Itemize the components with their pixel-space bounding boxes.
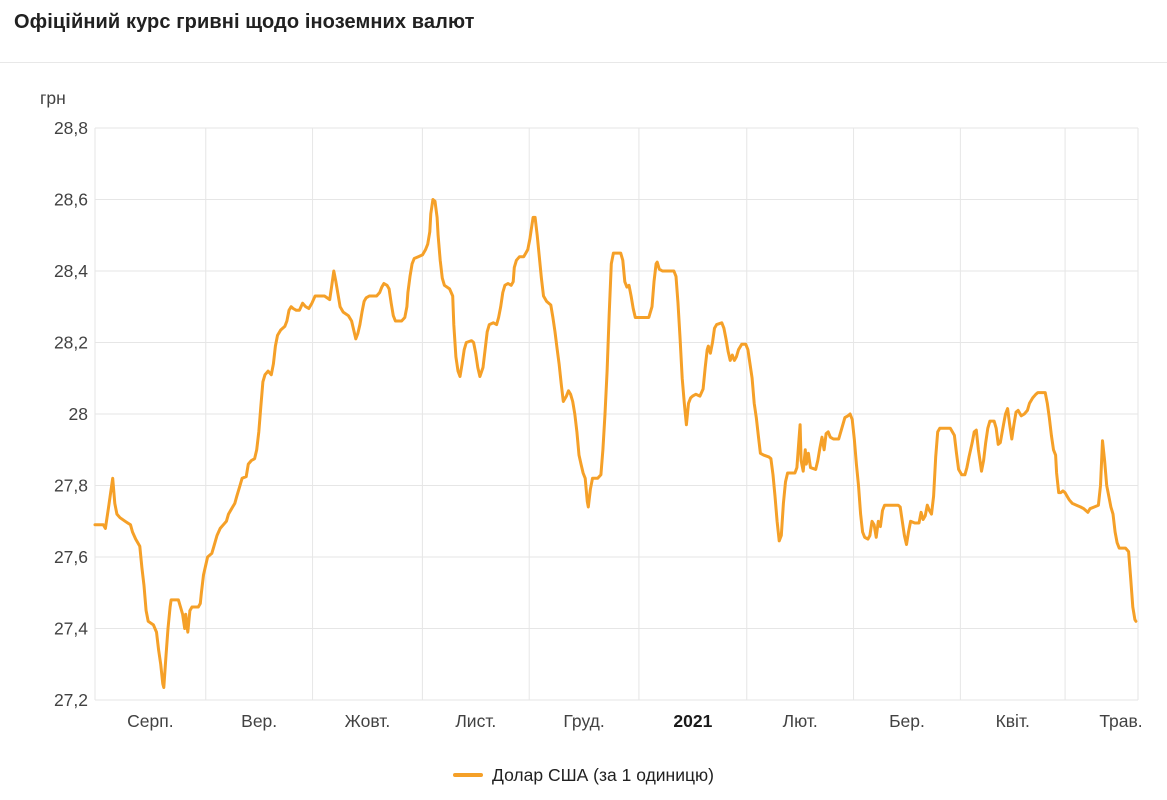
legend: Долар США (за 1 одиницю) [0, 760, 1167, 790]
y-tick-label: 28,6 [54, 190, 88, 210]
x-tick-label: 2021 [673, 711, 712, 731]
x-tick-label: Квіт. [996, 711, 1030, 731]
y-tick-label: 27,4 [54, 619, 88, 639]
chart-header: Офіційний курс гривні щодо іноземних вал… [0, 0, 1167, 34]
x-tick-label: Жовт. [345, 711, 391, 731]
legend-line-swatch [453, 773, 484, 777]
page-title: Офіційний курс гривні щодо іноземних вал… [14, 11, 475, 33]
x-tick-label: Серп. [127, 711, 173, 731]
x-tick-label: Трав. [1099, 711, 1142, 731]
x-tick-label: Лют. [783, 711, 818, 731]
x-tick-label: Вер. [241, 711, 277, 731]
y-tick-label: 28,2 [54, 333, 88, 353]
legend-label: Долар США (за 1 одиницю) [492, 764, 714, 785]
x-tick-label: Лист. [455, 711, 496, 731]
y-tick-label: 27,6 [54, 547, 88, 567]
y-tick-label: 28 [69, 404, 88, 424]
y-tick-label: 27,2 [54, 690, 88, 710]
legend-item-usd[interactable]: Долар США (за 1 одиницю) [453, 765, 714, 786]
y-axis-title: грн [40, 88, 66, 108]
y-tick-label: 27,8 [54, 476, 88, 496]
y-tick-label: 28,4 [54, 261, 88, 281]
title-divider [0, 62, 1167, 63]
series-line-usd [93, 198, 1138, 689]
y-tick-label: 28,8 [54, 118, 88, 138]
x-tick-label: Груд. [563, 711, 604, 731]
x-tick-label: Бер. [889, 711, 925, 731]
